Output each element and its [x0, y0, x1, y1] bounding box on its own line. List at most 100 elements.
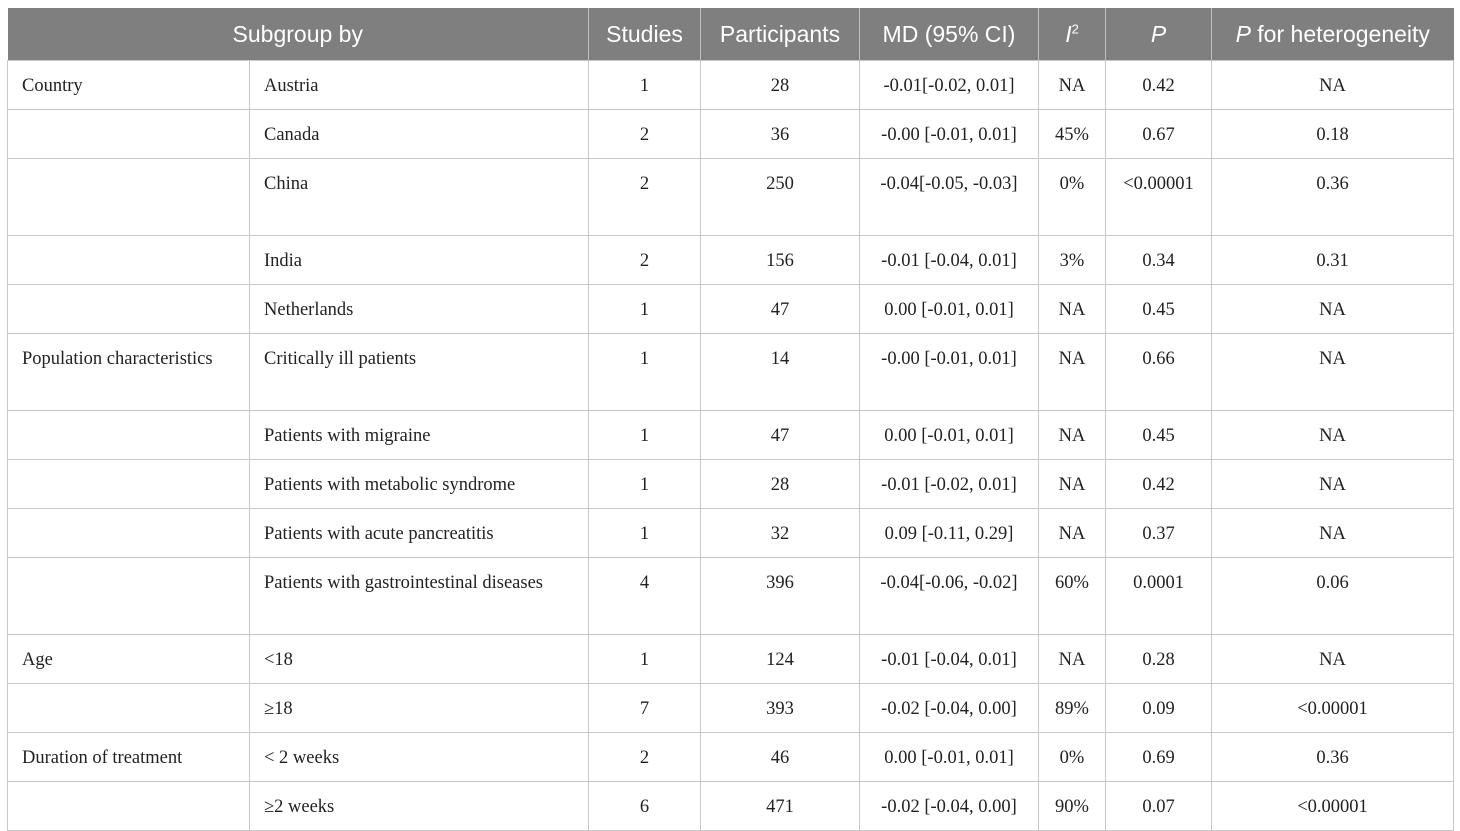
p-heterogeneity-cell: <0.00001 [1211, 781, 1454, 831]
md-ci-cell: -0.04[-0.06, -0.02] [859, 557, 1039, 635]
header-p-het-letter: P [1235, 20, 1251, 47]
header-i2-letter: I [1065, 20, 1072, 47]
p-heterogeneity-cell: 0.36 [1211, 732, 1454, 782]
p-value-cell: 0.66 [1105, 333, 1212, 411]
studies-cell: 1 [588, 60, 701, 110]
studies-cell: 2 [588, 732, 701, 782]
participants-cell: 393 [700, 683, 860, 733]
participants-cell: 156 [700, 235, 860, 285]
p-heterogeneity-cell: NA [1211, 508, 1454, 558]
p-value-cell: 0.37 [1105, 508, 1212, 558]
i2-cell: 90% [1038, 781, 1106, 831]
p-heterogeneity-cell: NA [1211, 459, 1454, 509]
subgroup-category-cell: Population characteristics [7, 333, 250, 411]
md-ci-cell: 0.00 [-0.01, 0.01] [859, 284, 1039, 334]
studies-cell: 2 [588, 158, 701, 236]
p-heterogeneity-cell: <0.00001 [1211, 683, 1454, 733]
studies-cell: 7 [588, 683, 701, 733]
subgroup-category-cell [7, 235, 250, 285]
subgroup-name-cell: ≥2 weeks [249, 781, 589, 831]
p-heterogeneity-cell: 0.18 [1211, 109, 1454, 159]
i2-cell: 0% [1038, 732, 1106, 782]
table-row: Country Austria 1 28 -0.01[-0.02, 0.01] NA 0.4… [7, 60, 1454, 110]
subgroup-category-cell [7, 410, 250, 460]
header-i2: I2 [1038, 8, 1106, 61]
i2-cell: 0% [1038, 158, 1106, 236]
md-ci-cell: -0.01 [-0.04, 0.01] [859, 634, 1039, 684]
studies-cell: 2 [588, 109, 701, 159]
md-ci-cell: -0.01 [-0.04, 0.01] [859, 235, 1039, 285]
participants-cell: 47 [700, 410, 860, 460]
studies-cell: 6 [588, 781, 701, 831]
subgroup-name-cell: Austria [249, 60, 589, 110]
participants-cell: 28 [700, 60, 860, 110]
studies-cell: 1 [588, 410, 701, 460]
participants-cell: 32 [700, 508, 860, 558]
i2-cell: 60% [1038, 557, 1106, 635]
subgroup-name-cell: India [249, 235, 589, 285]
subgroup-category-cell [7, 781, 250, 831]
table-row: ≥18 7 393 -0.02 [-0.04, 0.00] 89% 0.09 <0.0000… [7, 683, 1454, 733]
p-value-cell: 0.34 [1105, 235, 1212, 285]
subgroup-name-cell: Patients with acute pancreatitis [249, 508, 589, 558]
participants-cell: 250 [700, 158, 860, 236]
subgroup-name-cell: Critically ill patients [249, 333, 589, 411]
subgroup-category-cell [7, 158, 250, 236]
md-ci-cell: -0.02 [-0.04, 0.00] [859, 781, 1039, 831]
subgroup-name-cell: Patients with gastrointestinal diseases [249, 557, 589, 635]
studies-cell: 1 [588, 634, 701, 684]
table-row: Duration of treatment < 2 weeks 2 46 0.00 [-… [7, 732, 1454, 782]
header-participants: Participants [700, 8, 860, 61]
subgroup-category-cell: Age [7, 634, 250, 684]
p-heterogeneity-cell: 0.06 [1211, 557, 1454, 635]
participants-cell: 28 [700, 459, 860, 509]
header-p-heterogeneity: P for heterogeneity [1211, 8, 1454, 61]
table-row: ≥2 weeks 6 471 -0.02 [-0.04, 0.00] 90% 0.07 <0… [7, 781, 1454, 831]
subgroup-name-cell: ≥18 [249, 683, 589, 733]
studies-cell: 1 [588, 459, 701, 509]
p-value-cell: 0.07 [1105, 781, 1212, 831]
subgroup-name-cell: Netherlands [249, 284, 589, 334]
subgroup-analysis-table-container: Subgroup by Studies Participants MD (95%… [7, 8, 1454, 831]
subgroup-name-cell: < 2 weeks [249, 732, 589, 782]
participants-cell: 124 [700, 634, 860, 684]
header-studies: Studies [588, 8, 701, 61]
p-value-cell: 0.45 [1105, 284, 1212, 334]
subgroup-name-cell: Canada [249, 109, 589, 159]
p-heterogeneity-cell: 0.31 [1211, 235, 1454, 285]
subgroup-category-cell: Country [7, 60, 250, 110]
table-row: Population characteristics Critically ill… [7, 333, 1454, 411]
table-row: Patients with acute pancreatitis 1 32 0.09 … [7, 508, 1454, 558]
p-value-cell: 0.42 [1105, 459, 1212, 509]
p-value-cell: <0.00001 [1105, 158, 1212, 236]
table-row: Patients with migraine 1 47 0.00 [-0.01, 0.… [7, 410, 1454, 460]
p-heterogeneity-cell: NA [1211, 634, 1454, 684]
p-heterogeneity-cell: NA [1211, 284, 1454, 334]
md-ci-cell: -0.04[-0.05, -0.03] [859, 158, 1039, 236]
p-value-cell: 0.45 [1105, 410, 1212, 460]
studies-cell: 2 [588, 235, 701, 285]
md-ci-cell: 0.09 [-0.11, 0.29] [859, 508, 1039, 558]
i2-cell: NA [1038, 508, 1106, 558]
table-row: Canada 2 36 -0.00 [-0.01, 0.01] 45% 0.67 0.18 [7, 109, 1454, 159]
header-subgroup: Subgroup by [7, 8, 589, 61]
subgroup-category-cell [7, 284, 250, 334]
subgroup-category-cell [7, 109, 250, 159]
subgroup-name-cell: <18 [249, 634, 589, 684]
participants-cell: 396 [700, 557, 860, 635]
table-row: China 2 250 -0.04[-0.05, -0.03] 0% <0.00001 0.… [7, 158, 1454, 236]
participants-cell: 36 [700, 109, 860, 159]
header-p-letter: P [1150, 20, 1167, 47]
table-row: Age <18 1 124 -0.01 [-0.04, 0.01] NA 0.28 NA [7, 634, 1454, 684]
p-heterogeneity-cell: NA [1211, 410, 1454, 460]
i2-cell: 89% [1038, 683, 1106, 733]
table-row: India 2 156 -0.01 [-0.04, 0.01] 3% 0.34 0.31 [7, 235, 1454, 285]
studies-cell: 1 [588, 508, 701, 558]
p-heterogeneity-cell: NA [1211, 333, 1454, 411]
i2-cell: NA [1038, 333, 1106, 411]
p-value-cell: 0.67 [1105, 109, 1212, 159]
subgroup-analysis-table: Subgroup by Studies Participants MD (95%… [7, 8, 1454, 831]
i2-cell: 45% [1038, 109, 1106, 159]
participants-cell: 14 [700, 333, 860, 411]
p-value-cell: 0.42 [1105, 60, 1212, 110]
